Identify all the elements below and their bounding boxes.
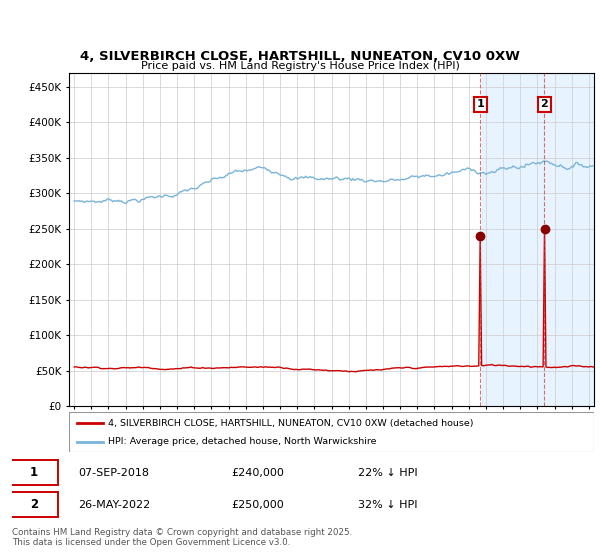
Text: 26-MAY-2022: 26-MAY-2022 — [78, 500, 151, 510]
Text: HPI: Average price, detached house, North Warwickshire: HPI: Average price, detached house, Nort… — [109, 437, 377, 446]
Text: 2: 2 — [541, 100, 548, 109]
Text: 1: 1 — [30, 466, 38, 479]
FancyBboxPatch shape — [9, 460, 58, 486]
Text: 32% ↓ HPI: 32% ↓ HPI — [358, 500, 417, 510]
Text: 4, SILVERBIRCH CLOSE, HARTSHILL, NUNEATON, CV10 0XW: 4, SILVERBIRCH CLOSE, HARTSHILL, NUNEATO… — [80, 49, 520, 63]
Text: 4, SILVERBIRCH CLOSE, HARTSHILL, NUNEATON, CV10 0XW (detached house): 4, SILVERBIRCH CLOSE, HARTSHILL, NUNEATO… — [109, 418, 474, 427]
Text: £240,000: £240,000 — [231, 468, 284, 478]
Text: 07-SEP-2018: 07-SEP-2018 — [78, 468, 149, 478]
Text: 2: 2 — [30, 498, 38, 511]
FancyBboxPatch shape — [9, 492, 58, 517]
Text: Price paid vs. HM Land Registry's House Price Index (HPI): Price paid vs. HM Land Registry's House … — [140, 61, 460, 71]
FancyBboxPatch shape — [69, 412, 594, 452]
Text: 22% ↓ HPI: 22% ↓ HPI — [358, 468, 417, 478]
Text: Contains HM Land Registry data © Crown copyright and database right 2025.
This d: Contains HM Land Registry data © Crown c… — [12, 528, 352, 547]
Text: 1: 1 — [476, 100, 484, 109]
Text: £250,000: £250,000 — [231, 500, 284, 510]
